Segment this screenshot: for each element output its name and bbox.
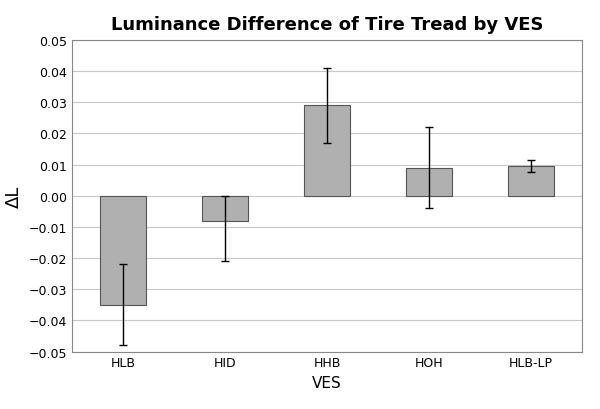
Bar [202, 196, 248, 221]
Bar [100, 196, 146, 305]
Y-axis label: ΔL: ΔL [5, 185, 23, 207]
Bar [406, 169, 452, 196]
Title: Luminance Difference of Tire Tread by VES: Luminance Difference of Tire Tread by VE… [111, 16, 543, 34]
X-axis label: VES: VES [312, 375, 342, 390]
Bar [304, 106, 350, 196]
Bar [508, 167, 554, 196]
